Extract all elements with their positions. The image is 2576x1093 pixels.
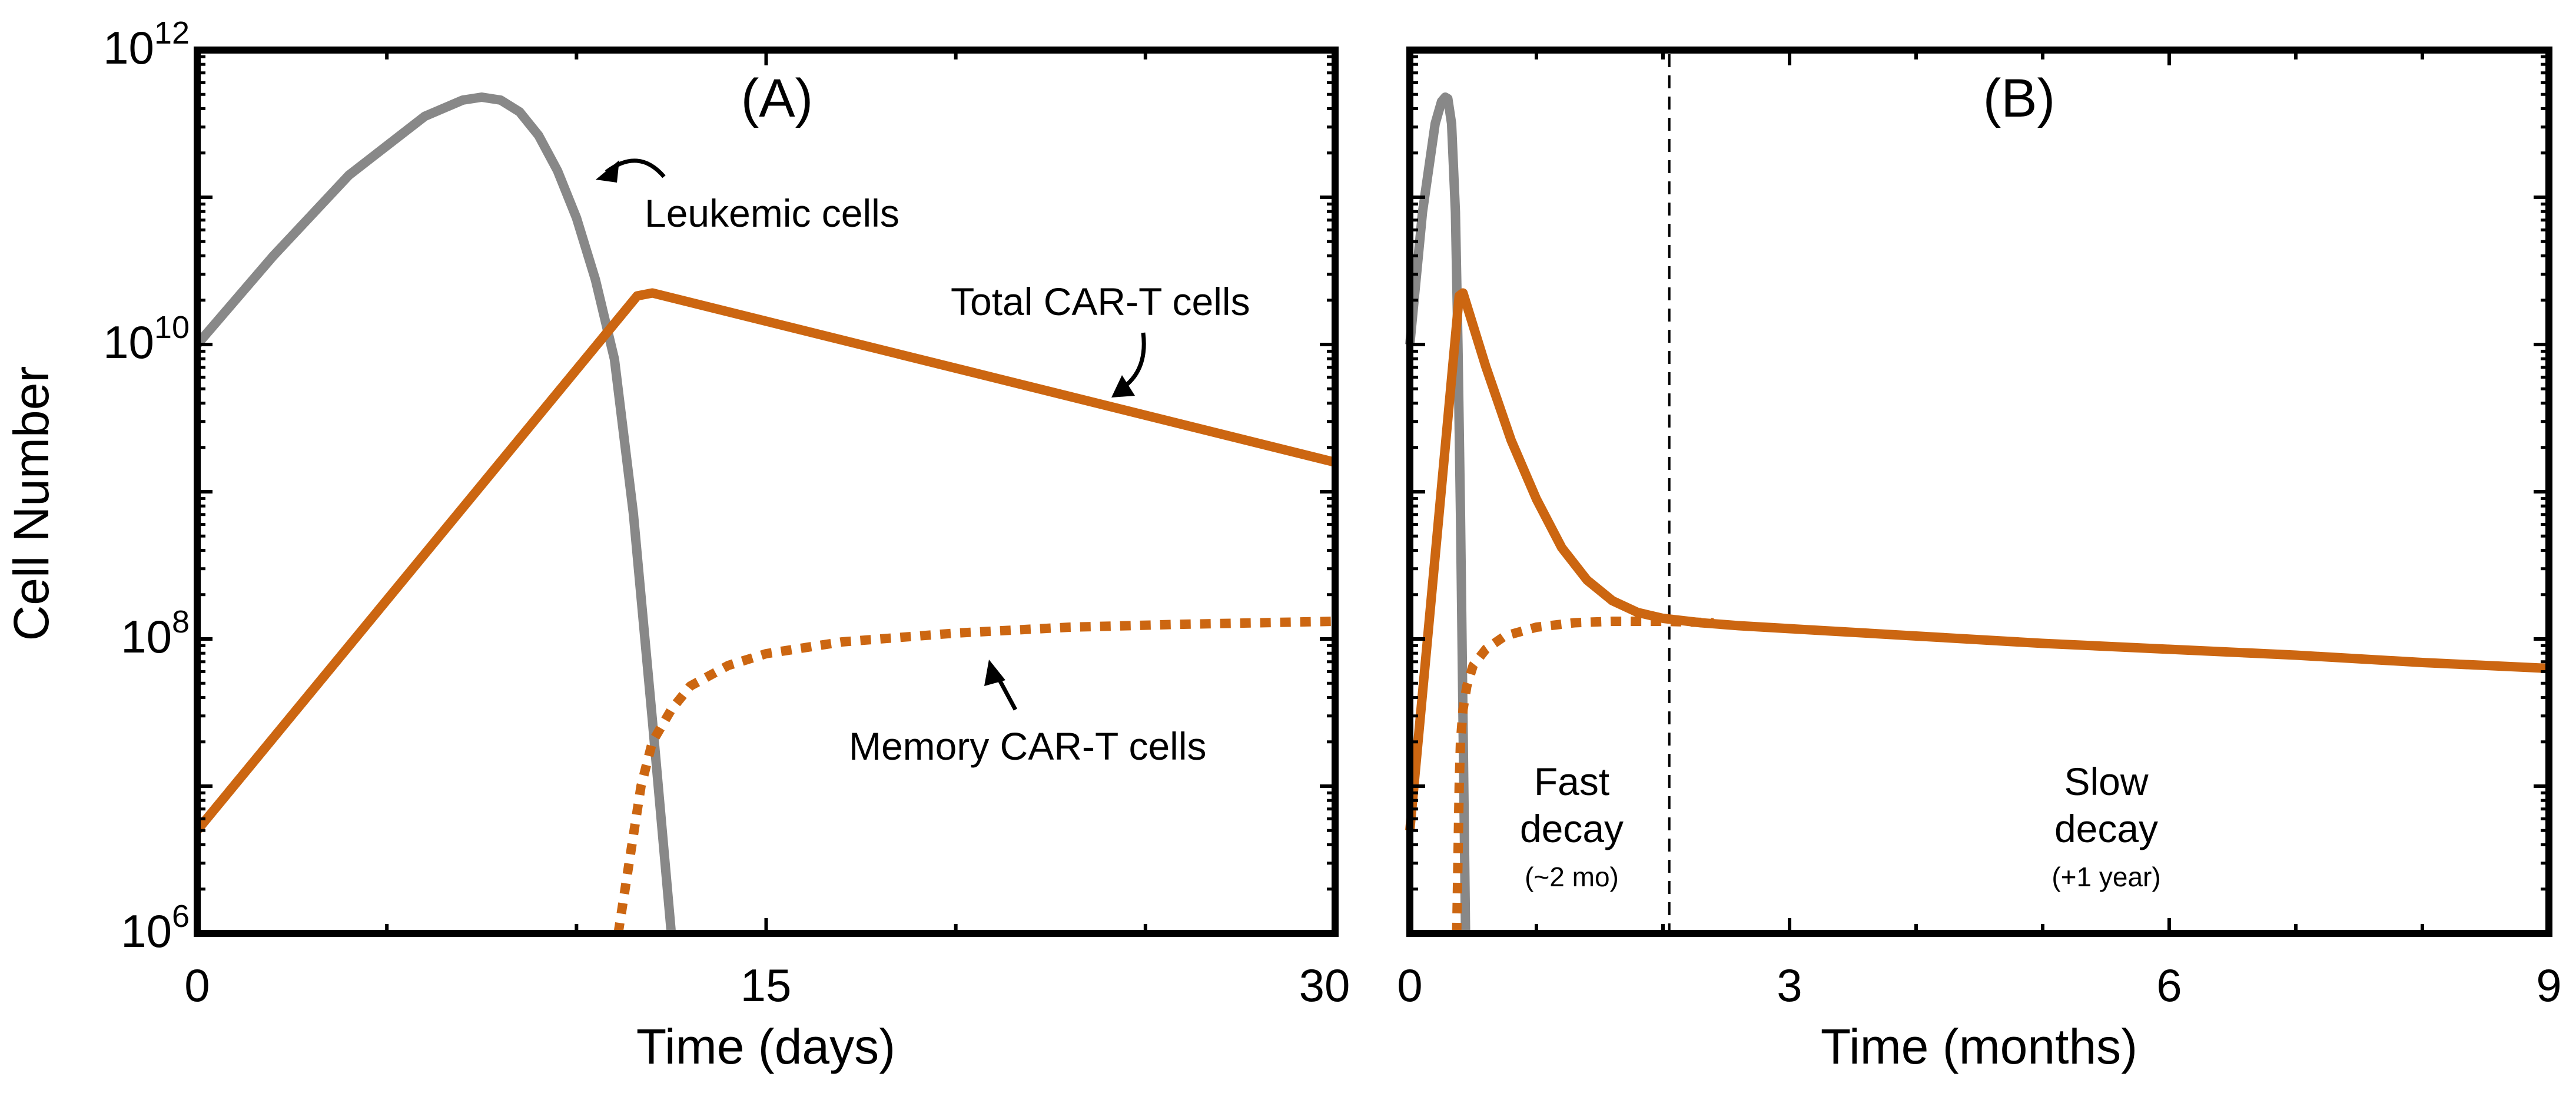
panel-b-x-axis-title: Time (months) <box>1821 1019 2137 1074</box>
panel-a-frame <box>194 47 1339 937</box>
panel-a: (A) 1012 1010 108 106 0 15 30 Time (days… <box>103 15 1350 1074</box>
panel-a-series-memory-car-t-cells <box>613 617 1336 935</box>
x-tick-label-0: 0 <box>184 959 210 1011</box>
annotation-memory-car-t: Memory CAR-T cells <box>849 724 1207 768</box>
arrowhead-total-car-t <box>1111 375 1135 398</box>
panel-b-series-total-car-t-cells <box>1405 288 2550 831</box>
annotation-leukemic: Leukemic cells <box>645 191 899 235</box>
panel-b-series <box>1405 92 2550 934</box>
x-tick-label-m3: 3 <box>1777 959 1802 1011</box>
x-tick-label-m6: 6 <box>2156 959 2182 1011</box>
slow-decay-sub: (+1 year) <box>2051 862 2160 892</box>
panel-a-series-total-car-t-cells <box>193 288 1336 834</box>
panel-b-label: (B) <box>1983 68 2056 128</box>
panel-b-frame <box>1406 47 2552 937</box>
y-tick-label-1e6: 106 <box>121 899 190 957</box>
y-tick-label-1e8: 108 <box>121 604 190 663</box>
panel-a-series-leukemic-cells <box>193 92 676 934</box>
panel-b-series-leukemic-cells <box>1405 92 1470 934</box>
panel-a-series <box>193 92 1336 935</box>
fast-decay-line2: decay <box>1520 807 1624 850</box>
x-tick-label-30: 30 <box>1299 959 1350 1011</box>
arrowhead-memory-car-t <box>984 660 1005 686</box>
x-tick-label-15: 15 <box>741 959 792 1011</box>
slow-decay-line1: Slow <box>2064 760 2148 803</box>
y-tick-label-1e12: 1012 <box>103 15 190 74</box>
panel-a-label: (A) <box>741 68 814 128</box>
panel-b: (B) 0 3 6 9 Time (months) Fast decay (~2… <box>1397 47 2562 1074</box>
y-axis-title: Cell Number <box>4 366 59 641</box>
panel-a-x-axis-title: Time (days) <box>636 1019 895 1074</box>
x-tick-label-m0: 0 <box>1397 959 1422 1011</box>
y-tick-label-1e10: 1010 <box>103 310 190 368</box>
x-tick-label-m9: 9 <box>2536 959 2561 1011</box>
panel-a-ticks <box>195 48 1337 935</box>
slow-decay-line2: decay <box>2054 807 2158 850</box>
fast-decay-line1: Fast <box>1534 760 1609 803</box>
annotation-total-car-t: Total CAR-T cells <box>951 280 1250 323</box>
fast-decay-sub: (~2 mo) <box>1525 862 1619 892</box>
arrowhead-leukemic <box>596 160 619 183</box>
